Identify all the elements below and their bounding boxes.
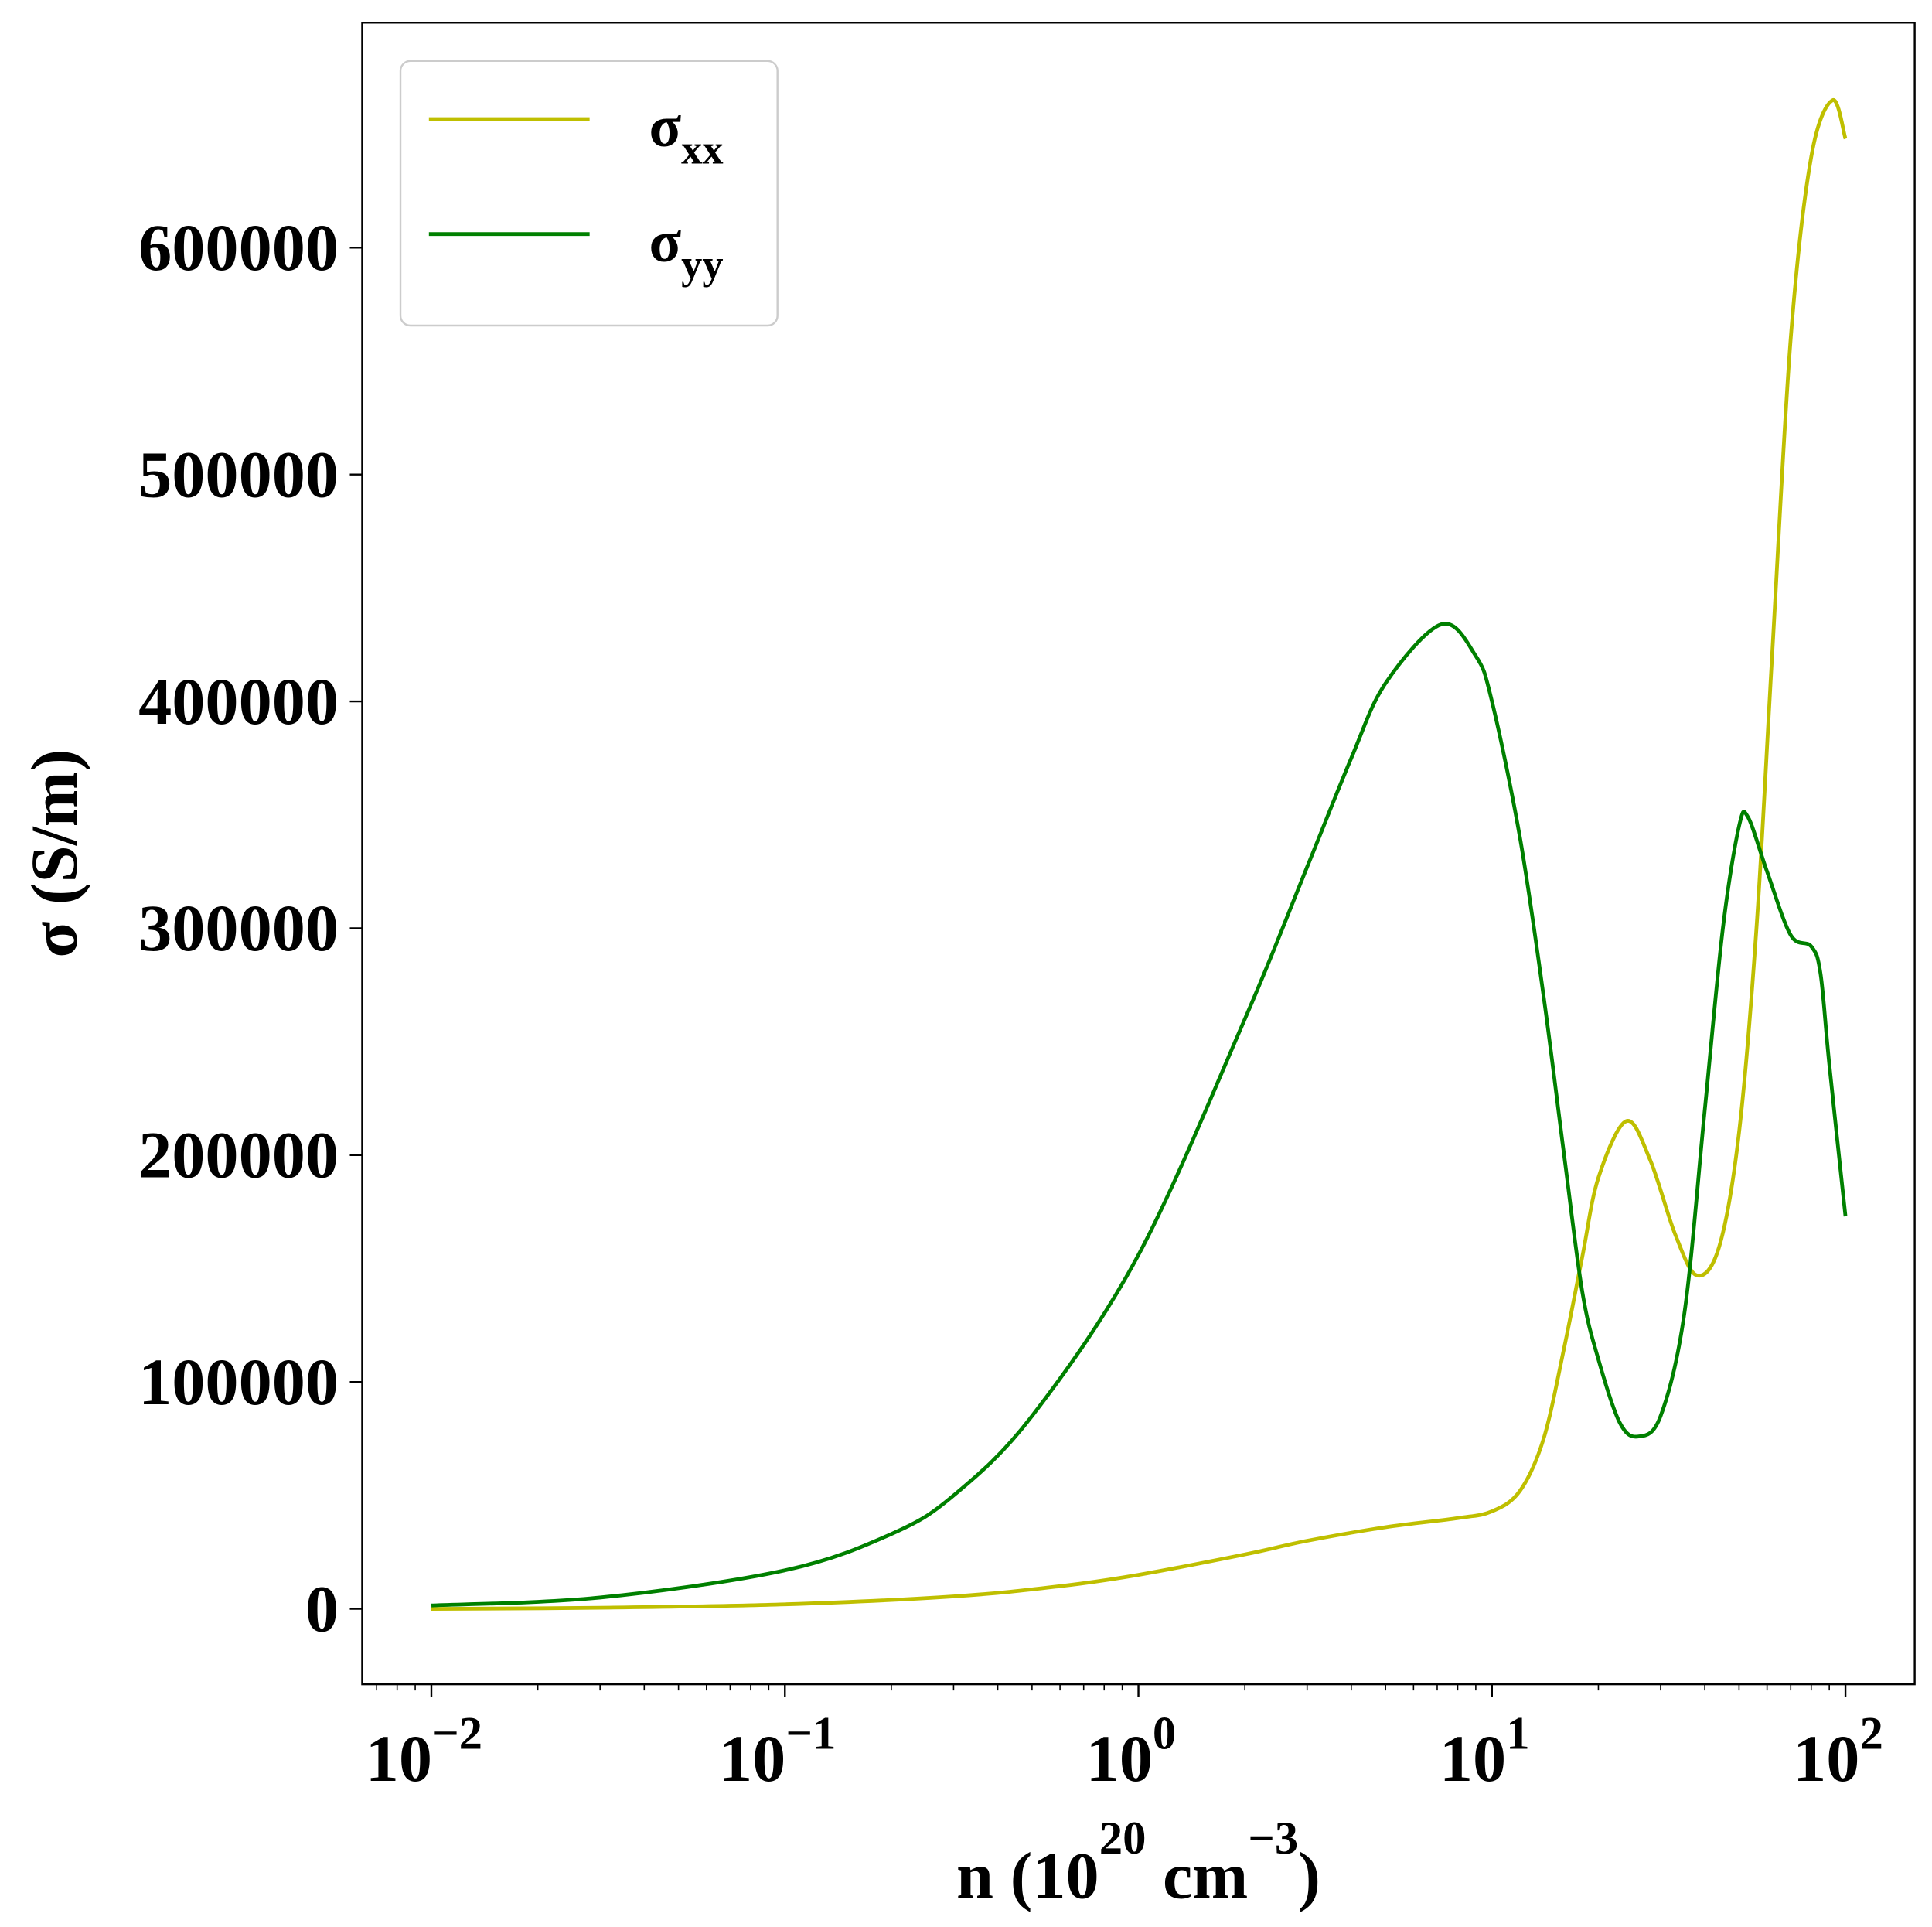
y-tick-label: 0 <box>305 1571 339 1646</box>
x-axis-label: n (1020 cm−3) <box>956 1813 1320 1913</box>
x-axis-ticks: 10−2 10−1 100 101 102 <box>366 1684 1883 1796</box>
x-tick-label: 100 <box>1086 1707 1177 1796</box>
series-lines <box>431 98 1848 1611</box>
legend-label-sigma-xx: σxx <box>649 94 723 172</box>
y-tick-label: 100000 <box>138 1345 339 1419</box>
y-tick-label: 300000 <box>138 891 339 965</box>
x-tick-label: 102 <box>1793 1707 1883 1796</box>
series-line-sigma-yy <box>431 622 1848 1608</box>
legend-box <box>399 60 779 327</box>
series-line-sigma-xx <box>431 98 1848 1611</box>
y-axis-ticks: 0 100000 200000 300000 400000 500000 600000 <box>138 210 363 1646</box>
y-tick-label: 500000 <box>138 437 339 511</box>
legend-label-sigma-yy: σyy <box>649 209 723 288</box>
y-tick-label: 200000 <box>138 1118 339 1192</box>
y-tick-label: 400000 <box>138 664 339 738</box>
y-tick-label: 600000 <box>138 210 339 285</box>
y-axis-label: σ (S/m) <box>17 749 91 958</box>
legend: σxx σyy <box>399 60 779 327</box>
x-tick-label: 101 <box>1440 1707 1530 1796</box>
x-tick-label: 10−1 <box>719 1707 836 1796</box>
x-tick-label: 10−2 <box>366 1707 482 1796</box>
